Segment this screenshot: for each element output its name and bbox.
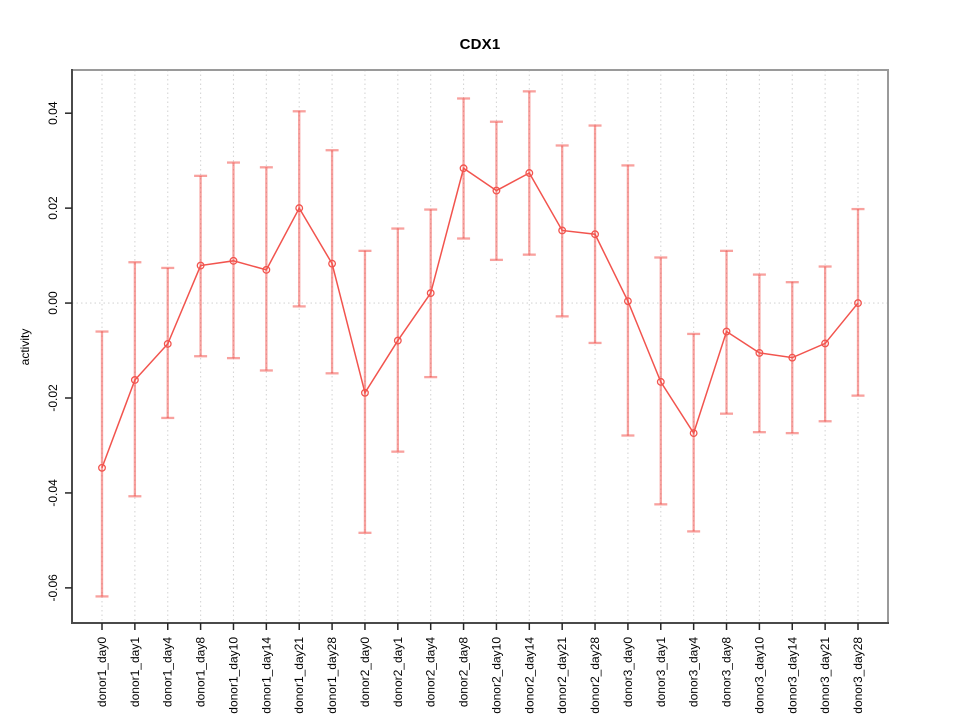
- x-tick-label: donor1_day4: [161, 637, 175, 707]
- x-tick-label: donor3_day28: [851, 637, 865, 714]
- data-point: [262, 265, 271, 274]
- data-point: [591, 230, 599, 239]
- data-point: [558, 226, 567, 235]
- data-point: [130, 376, 139, 384]
- data-point: [361, 388, 369, 397]
- x-tick-label: donor3_day1: [654, 637, 668, 707]
- x-tick-label: donor3_day0: [621, 637, 635, 707]
- y-axis-title: activity: [18, 328, 32, 366]
- x-tick-label: donor1_day28: [325, 637, 339, 714]
- data-point: [328, 259, 337, 268]
- x-tick-label: donor1_day8: [194, 637, 208, 707]
- y-tick-label: -0.02: [46, 384, 60, 412]
- y-tick-label: 0.00: [46, 291, 60, 315]
- data-point: [788, 353, 797, 362]
- data-points: [98, 164, 862, 472]
- data-point: [163, 339, 172, 348]
- x-axis-ticks: donor1_day0 donor1_day1 donor1_day4 donor1_…: [95, 623, 865, 714]
- x-tick-label: donor2_day0: [358, 637, 372, 707]
- x-tick-label: donor3_day10: [752, 637, 766, 714]
- data-point: [98, 463, 106, 472]
- x-tick-label: donor2_day4: [424, 637, 438, 707]
- x-tick-label: donor3_day14: [785, 637, 799, 714]
- x-tick-label: donor1_day1: [128, 637, 142, 707]
- x-tick-label: donor1_day0: [95, 637, 109, 707]
- data-point: [525, 169, 534, 177]
- data-point: [426, 289, 435, 298]
- x-tick-label: donor1_day10: [226, 637, 240, 714]
- series-line: [101, 167, 859, 469]
- data-point: [722, 327, 731, 336]
- data-point: [459, 164, 468, 173]
- plot-border: [71, 69, 889, 624]
- y-axis-ticks: 0.04 0.02 0.00 -0.02 -0.04 -0.06: [46, 101, 72, 602]
- x-tick-label: donor2_day21: [555, 637, 569, 714]
- x-tick-label: donor3_day4: [687, 637, 701, 707]
- y-tick-label: -0.04: [46, 479, 60, 507]
- x-tick-label: donor2_day14: [522, 637, 536, 714]
- data-point: [295, 204, 304, 213]
- y-tick-label: -0.06: [46, 574, 60, 602]
- x-tick-label: donor3_day21: [818, 637, 832, 714]
- x-tick-label: donor2_day28: [588, 637, 602, 714]
- data-point: [854, 299, 862, 308]
- y-tick-label: 0.02: [46, 196, 60, 220]
- data-point: [229, 256, 238, 265]
- x-tick-label: donor3_day8: [720, 637, 734, 707]
- data-point: [393, 336, 402, 345]
- data-point: [755, 348, 764, 357]
- data-point: [689, 429, 698, 438]
- error-bars: [95, 90, 865, 598]
- x-tick-label: donor1_day21: [292, 637, 306, 714]
- x-tick-label: donor2_day8: [457, 637, 471, 707]
- data-point: [821, 339, 830, 348]
- y-tick-label: 0.04: [46, 101, 60, 125]
- data-point: [492, 186, 501, 195]
- data-point: [196, 261, 205, 270]
- data-point: [623, 297, 632, 306]
- x-tick-label: donor2_day10: [489, 637, 503, 714]
- x-tick-label: donor2_day1: [391, 637, 405, 707]
- x-tick-label: donor1_day14: [259, 637, 273, 714]
- chart-title: CDX1: [459, 36, 501, 53]
- x-gridlines: [101, 70, 859, 623]
- data-point: [656, 377, 665, 386]
